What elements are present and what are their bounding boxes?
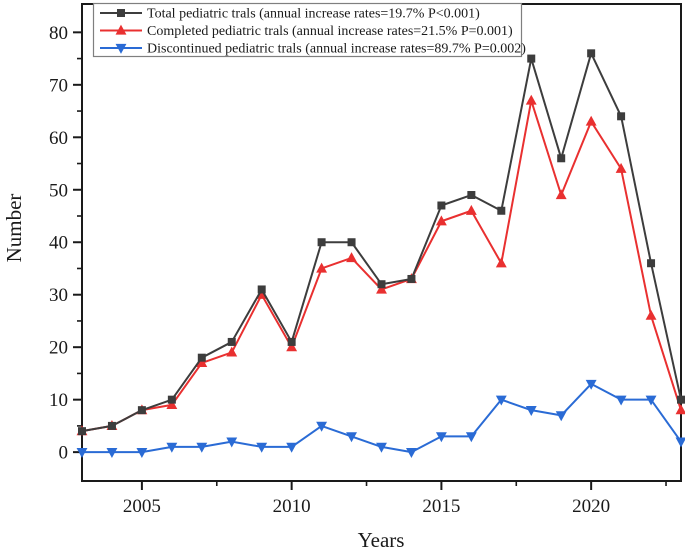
data-point-discontinued-pediatric-trials [675, 437, 685, 448]
data-point-completed-pediatric-trials [525, 94, 537, 105]
data-point-discontinued-pediatric-trials [465, 432, 477, 443]
x-axis-title: Years [358, 528, 405, 552]
legend-label-total-pediatric-trials: Total pediatric trals (annual increase r… [147, 7, 480, 22]
data-point-discontinued-pediatric-trials [435, 432, 447, 443]
series-discontinued-pediatric-trials [76, 379, 685, 458]
data-point-discontinued-pediatric-trials [406, 448, 417, 458]
x-tick-label: 2020 [572, 496, 610, 517]
data-point-completed-pediatric-trials [346, 252, 357, 263]
y-tick-label: 80 [49, 23, 68, 44]
axes-ticks: 0 10 20 30 40 50 60 70 80 2005 2010 2015 2020 [49, 23, 667, 517]
data-point-total-pediatric-trials [227, 337, 236, 346]
legend-marker-completed-pediatric-trials [115, 24, 127, 35]
data-point-total-pediatric-trials [287, 337, 296, 346]
data-point-total-pediatric-trials [407, 274, 416, 283]
y-tick-label: 30 [49, 285, 68, 306]
data-point-completed-pediatric-trials [166, 399, 178, 410]
x-tick-label: 2005 [123, 496, 161, 517]
data-point-discontinued-pediatric-trials [136, 448, 148, 458]
data-point-completed-pediatric-trials [286, 341, 298, 352]
legend-item-discontinued-pediatric-trials: Discontinued pediatric trals (annual inc… [100, 42, 526, 57]
data-point-discontinued-pediatric-trials [106, 448, 118, 458]
data-point-completed-pediatric-trials [376, 283, 387, 294]
y-tick-label: 40 [49, 233, 68, 254]
x-tick-label: 2015 [422, 496, 460, 517]
legend-label-discontinued-pediatric-trials: Discontinued pediatric trals (annual inc… [147, 42, 526, 57]
y-tick-label: 10 [49, 390, 68, 411]
data-point-discontinued-pediatric-trials [585, 379, 597, 390]
series-line-discontinued-pediatric-trials [82, 382, 682, 454]
data-point-total-pediatric-trials [467, 191, 476, 200]
data-point-discontinued-pediatric-trials [166, 442, 178, 453]
data-point-total-pediatric-trials [107, 421, 116, 430]
data-point-total-pediatric-trials [647, 259, 656, 268]
plot-frame [81, 3, 682, 482]
data-point-discontinued-pediatric-trials [525, 406, 537, 416]
data-point-discontinued-pediatric-trials [376, 442, 387, 453]
data-point-total-pediatric-trials [78, 427, 86, 436]
data-point-discontinued-pediatric-trials [286, 442, 298, 453]
data-point-discontinued-pediatric-trials [615, 395, 627, 406]
data-point-discontinued-pediatric-trials [346, 432, 357, 443]
data-point-completed-pediatric-trials [555, 189, 567, 200]
legend: Total pediatric trals (annual increase r… [92, 2, 526, 58]
data-point-discontinued-pediatric-trials [76, 448, 88, 458]
legend-item-completed-pediatric-trials: Completed pediatric trals (annual increa… [100, 24, 513, 39]
data-point-total-pediatric-trials [497, 206, 506, 215]
data-point-completed-pediatric-trials [316, 262, 328, 273]
data-point-total-pediatric-trials [437, 201, 446, 210]
data-point-completed-pediatric-trials [495, 257, 507, 268]
data-point-discontinued-pediatric-trials [226, 437, 238, 448]
data-point-completed-pediatric-trials [675, 404, 685, 415]
data-point-total-pediatric-trials [617, 112, 626, 121]
series-line-total-pediatric-trials [81, 52, 682, 433]
data-point-total-pediatric-trials [197, 353, 206, 362]
y-tick-label: 50 [49, 180, 68, 201]
data-point-completed-pediatric-trials [226, 346, 238, 357]
data-series-layer [76, 49, 685, 458]
data-point-total-pediatric-trials [347, 238, 356, 247]
data-point-completed-pediatric-trials [585, 115, 597, 126]
legend-label-completed-pediatric-trials: Completed pediatric trals (annual increa… [147, 24, 513, 39]
y-tick-label: 0 [59, 443, 69, 464]
data-point-total-pediatric-trials [557, 154, 566, 163]
data-point-completed-pediatric-trials [465, 204, 477, 215]
data-point-total-pediatric-trials [257, 285, 266, 294]
data-point-completed-pediatric-trials [645, 309, 657, 320]
data-point-discontinued-pediatric-trials [196, 442, 208, 453]
legend-marker-total-pediatric-trials [117, 9, 125, 17]
legend-box [92, 2, 523, 58]
data-point-completed-pediatric-trials [435, 215, 447, 226]
y-axis-title: Number [2, 194, 26, 263]
y-tick-label: 60 [49, 128, 68, 149]
series-total-pediatric-trials [78, 49, 685, 436]
data-point-total-pediatric-trials [167, 395, 176, 404]
data-point-discontinued-pediatric-trials [645, 395, 657, 406]
data-point-total-pediatric-trials [317, 238, 326, 247]
legend-marker-discontinued-pediatric-trials [115, 43, 127, 54]
data-point-completed-pediatric-trials [615, 162, 627, 173]
data-point-total-pediatric-trials [677, 395, 685, 404]
data-point-total-pediatric-trials [587, 49, 596, 58]
data-point-discontinued-pediatric-trials [256, 442, 268, 453]
data-point-total-pediatric-trials [377, 280, 386, 289]
x-tick-label: 2010 [273, 496, 311, 517]
data-point-total-pediatric-trials [137, 406, 146, 415]
data-point-discontinued-pediatric-trials [495, 395, 507, 406]
data-point-discontinued-pediatric-trials [316, 421, 328, 432]
y-tick-label: 20 [49, 338, 68, 359]
data-point-discontinued-pediatric-trials [555, 411, 567, 422]
data-point-total-pediatric-trials [527, 54, 536, 63]
legend-item-total-pediatric-trials: Total pediatric trals (annual increase r… [100, 7, 480, 22]
y-tick-label: 70 [49, 75, 68, 96]
